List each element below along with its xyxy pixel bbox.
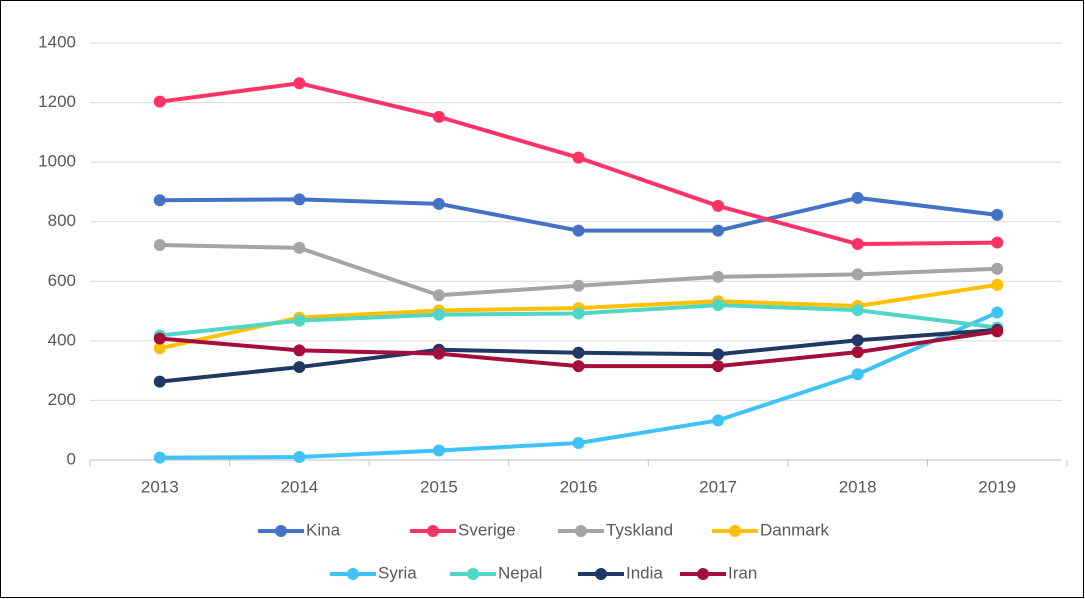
legend-marker bbox=[575, 525, 587, 537]
legend-label: Iran bbox=[728, 563, 757, 582]
point bbox=[153, 342, 166, 355]
legend-marker bbox=[347, 568, 359, 580]
legend-label: Sverige bbox=[458, 520, 516, 539]
legend-marker bbox=[697, 568, 709, 580]
y-tick-label: 400 bbox=[48, 330, 76, 349]
point bbox=[293, 344, 306, 357]
x-tick-label: 2013 bbox=[141, 477, 179, 496]
point bbox=[293, 314, 306, 327]
point bbox=[432, 347, 445, 360]
point bbox=[293, 193, 306, 206]
y-tick-label: 0 bbox=[67, 449, 76, 468]
point bbox=[712, 199, 725, 212]
point bbox=[293, 361, 306, 374]
y-tick-label: 1000 bbox=[38, 152, 76, 171]
point bbox=[153, 238, 166, 251]
point bbox=[712, 270, 725, 283]
point bbox=[572, 346, 585, 359]
x-tick-label: 2016 bbox=[560, 477, 598, 496]
y-tick-label: 600 bbox=[48, 271, 76, 290]
point bbox=[851, 268, 864, 281]
legend-marker bbox=[275, 525, 287, 537]
point bbox=[712, 299, 725, 312]
point bbox=[153, 375, 166, 388]
x-tick-label: 2019 bbox=[978, 477, 1016, 496]
point bbox=[851, 191, 864, 204]
point bbox=[153, 332, 166, 345]
point bbox=[432, 197, 445, 210]
y-tick-label: 1200 bbox=[38, 92, 76, 111]
legend-label: India bbox=[626, 563, 663, 582]
point bbox=[293, 241, 306, 254]
legend-label: Syria bbox=[378, 563, 417, 582]
point bbox=[991, 262, 1004, 275]
legend-label: Kina bbox=[306, 520, 341, 539]
legend-label: Nepal bbox=[498, 563, 542, 582]
x-tick-label: 2017 bbox=[699, 477, 737, 496]
point bbox=[851, 304, 864, 317]
point bbox=[851, 346, 864, 359]
x-tick-label: 2014 bbox=[280, 477, 318, 496]
point bbox=[432, 308, 445, 321]
y-tick-label: 1400 bbox=[38, 32, 76, 51]
point bbox=[991, 208, 1004, 221]
point bbox=[991, 278, 1004, 291]
point bbox=[572, 307, 585, 320]
legend-label: Danmark bbox=[760, 520, 829, 539]
y-tick-label: 200 bbox=[48, 390, 76, 409]
point bbox=[432, 110, 445, 123]
x-tick-label: 2018 bbox=[839, 477, 877, 496]
legend-label: Tyskland bbox=[606, 520, 673, 539]
point bbox=[572, 279, 585, 292]
point bbox=[851, 334, 864, 347]
point bbox=[432, 444, 445, 457]
point bbox=[572, 151, 585, 164]
legend-marker bbox=[427, 525, 439, 537]
x-tick-label: 2015 bbox=[420, 477, 458, 496]
point bbox=[712, 414, 725, 427]
point bbox=[712, 348, 725, 361]
point bbox=[153, 194, 166, 207]
point bbox=[572, 224, 585, 237]
point bbox=[991, 236, 1004, 249]
point bbox=[851, 368, 864, 381]
point bbox=[293, 77, 306, 90]
point bbox=[153, 95, 166, 108]
point bbox=[991, 325, 1004, 338]
point bbox=[712, 360, 725, 373]
y-tick-label: 800 bbox=[48, 211, 76, 230]
point bbox=[572, 360, 585, 373]
legend-marker bbox=[595, 568, 607, 580]
point bbox=[432, 289, 445, 302]
point bbox=[991, 306, 1004, 319]
point bbox=[712, 224, 725, 237]
legend-marker bbox=[467, 568, 479, 580]
point bbox=[153, 451, 166, 464]
legend-marker bbox=[729, 525, 741, 537]
point bbox=[293, 451, 306, 464]
point bbox=[851, 238, 864, 251]
point bbox=[572, 437, 585, 450]
